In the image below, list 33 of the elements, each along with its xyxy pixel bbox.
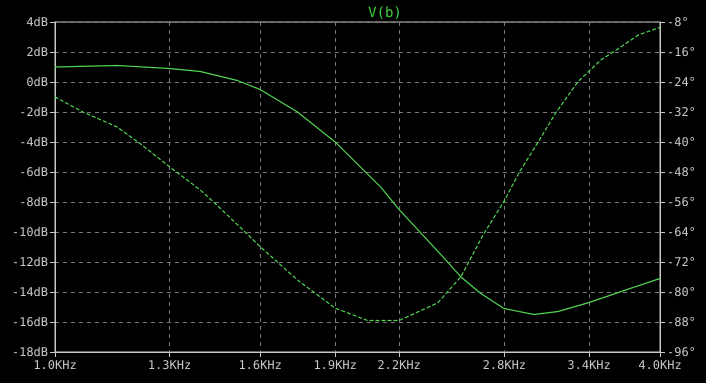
x-tick-label: 1.0KHz <box>33 358 77 372</box>
y2-tick-label: -16° <box>667 45 696 59</box>
x-tick-label: 2.2KHz <box>377 358 421 372</box>
y2-tick-label: -80° <box>667 285 696 299</box>
x-tick-label: 4.0KHz <box>638 358 682 372</box>
y-tick-label: -14dB <box>12 285 48 299</box>
y-tick-label: -6dB <box>19 165 48 179</box>
y-tick-label: -8dB <box>19 195 48 209</box>
y2-tick-label: -8° <box>667 15 689 29</box>
x-tick-label: 2.8KHz <box>482 358 526 372</box>
x-tick-label: 1.6KHz <box>238 358 282 372</box>
y2-tick-label: -96° <box>667 345 696 359</box>
y2-tick-label: -56° <box>667 195 696 209</box>
y2-tick-label: -32° <box>667 105 696 119</box>
y-tick-label: 4dB <box>26 15 48 29</box>
y2-tick-label: -24° <box>667 75 696 89</box>
y2-tick-label: -72° <box>667 255 696 269</box>
y-tick-label: -2dB <box>19 105 48 119</box>
y2-tick-label: -64° <box>667 225 696 239</box>
y-tick-label: -18dB <box>12 345 48 359</box>
x-tick-label: 1.3KHz <box>148 358 192 372</box>
y2-tick-label: -48° <box>667 165 696 179</box>
y2-tick-label: -88° <box>667 315 696 329</box>
y-tick-label: 0dB <box>26 75 48 89</box>
y-tick-label: 2dB <box>26 45 48 59</box>
y-tick-label: -4dB <box>19 135 48 149</box>
chart-title: V(b) <box>368 5 402 21</box>
y-tick-label: -16dB <box>12 315 48 329</box>
x-tick-label: 1.9KHz <box>313 358 357 372</box>
y2-tick-label: -40° <box>667 135 696 149</box>
y-tick-label: -12dB <box>12 255 48 269</box>
y-tick-label: -10dB <box>12 225 48 239</box>
x-tick-label: 3.4KHz <box>567 358 611 372</box>
